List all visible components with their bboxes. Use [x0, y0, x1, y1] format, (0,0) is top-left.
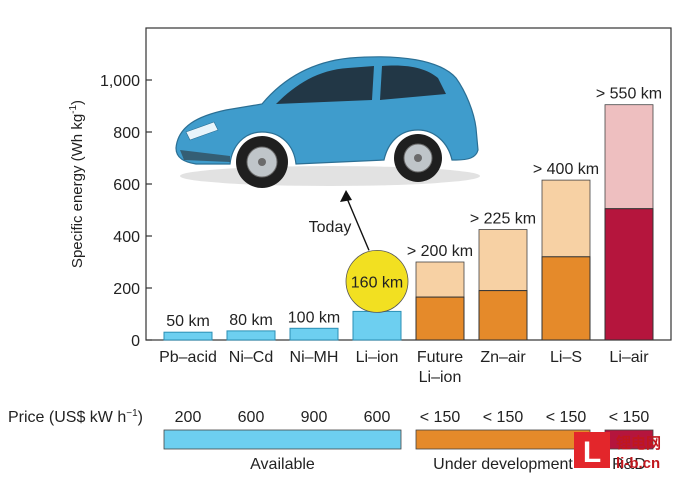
price-value: < 150	[546, 409, 587, 426]
group-label: Under development	[433, 456, 573, 473]
range-label: 160 km	[351, 274, 403, 291]
y-tick-label: 400	[113, 229, 140, 246]
car-bumper	[180, 150, 230, 162]
availability-groups: Available Under development R&D	[163, 429, 654, 473]
y-axis-label-close: )	[69, 100, 86, 105]
bars-layer	[163, 104, 654, 341]
group-label: R&D	[612, 456, 646, 473]
bar-current-segment	[604, 208, 654, 341]
bar-current-segment	[226, 330, 276, 341]
today-label: Today	[309, 219, 352, 236]
car-rear-wheel	[394, 134, 442, 182]
group-bar	[415, 429, 591, 450]
y-axis-label-sup: -1	[68, 105, 79, 114]
bar-current-segment	[163, 331, 213, 341]
price-value: 200	[175, 409, 202, 426]
bar-current-segment	[289, 327, 339, 341]
price-value: < 150	[420, 409, 461, 426]
y-tick-label: 1,000	[100, 73, 140, 90]
watermark-line1: 锂电网	[616, 434, 661, 452]
category-label: Future	[417, 349, 463, 366]
price-label-text: Price (US$ kW h	[8, 409, 126, 426]
category-label: Pb–acid	[159, 349, 217, 366]
car-headlight	[185, 121, 219, 141]
y-axis-label-text: Specific energy (Wh kg	[69, 114, 86, 268]
price-value: 900	[301, 409, 328, 426]
price-label-close: )	[138, 409, 143, 426]
today-arrowhead	[340, 190, 352, 202]
range-label: 80 km	[229, 312, 273, 329]
car-front-wheel	[236, 136, 288, 188]
bar-current-segment	[352, 310, 402, 341]
group-bar	[163, 429, 402, 450]
highlight-circle	[345, 249, 409, 313]
category-label: Zn–air	[480, 349, 526, 366]
watermark-icon-letter: L	[583, 436, 601, 469]
range-label: 50 km	[166, 313, 210, 330]
car-windows	[276, 65, 446, 104]
y-tick-label: 600	[113, 177, 140, 194]
price-row: 200 600 900 600 < 150 < 150 < 150 < 150	[175, 409, 650, 426]
electric-car-illustration	[175, 56, 480, 188]
range-label: > 200 km	[407, 243, 473, 260]
category-label: Li–air	[609, 349, 649, 366]
category-label: Li–ion	[356, 349, 399, 366]
bar-projected-segment	[604, 104, 654, 210]
bar-current-segment	[415, 296, 465, 341]
bar-current-segment	[541, 256, 591, 341]
price-label: Price (US$ kW h−1)	[8, 408, 143, 426]
bar-projected-segment	[415, 261, 465, 298]
bar-projected-segment	[478, 229, 528, 291]
watermark-line2: li-b.cn	[616, 455, 660, 472]
y-tick-label: 200	[113, 281, 140, 298]
price-value: 600	[238, 409, 265, 426]
category-label: Li–ion	[419, 369, 462, 386]
y-axis-label: Specific energy (Wh kg-1)	[68, 100, 86, 268]
category-label: Ni–Cd	[229, 349, 273, 366]
labels-layer: Pb–acid 50 km Ni–Cd 80 km Ni–MH 100 km Li–ion 1…	[159, 86, 662, 386]
range-label: 100 km	[288, 309, 340, 326]
category-label: Ni–MH	[290, 349, 339, 366]
range-label: > 225 km	[470, 211, 536, 228]
y-tick-label: 0	[131, 333, 140, 350]
price-value: < 150	[609, 409, 650, 426]
y-tick-label: 800	[113, 125, 140, 142]
price-value: < 150	[483, 409, 524, 426]
bar-projected-segment	[541, 179, 591, 258]
category-label: Li–S	[550, 349, 582, 366]
y-axis: 0 200 400 600 800 1,000	[100, 73, 152, 350]
range-label: > 400 km	[533, 161, 599, 178]
watermark-icon	[574, 432, 610, 468]
today-arrow	[345, 195, 370, 251]
group-label: Available	[250, 456, 315, 473]
price-value: 600	[364, 409, 391, 426]
price-label-sup: −1	[126, 408, 138, 419]
range-label: > 550 km	[596, 86, 662, 103]
bar-current-segment	[478, 290, 528, 341]
watermark-logo: L 锂电网 li-b.cn	[574, 432, 661, 472]
